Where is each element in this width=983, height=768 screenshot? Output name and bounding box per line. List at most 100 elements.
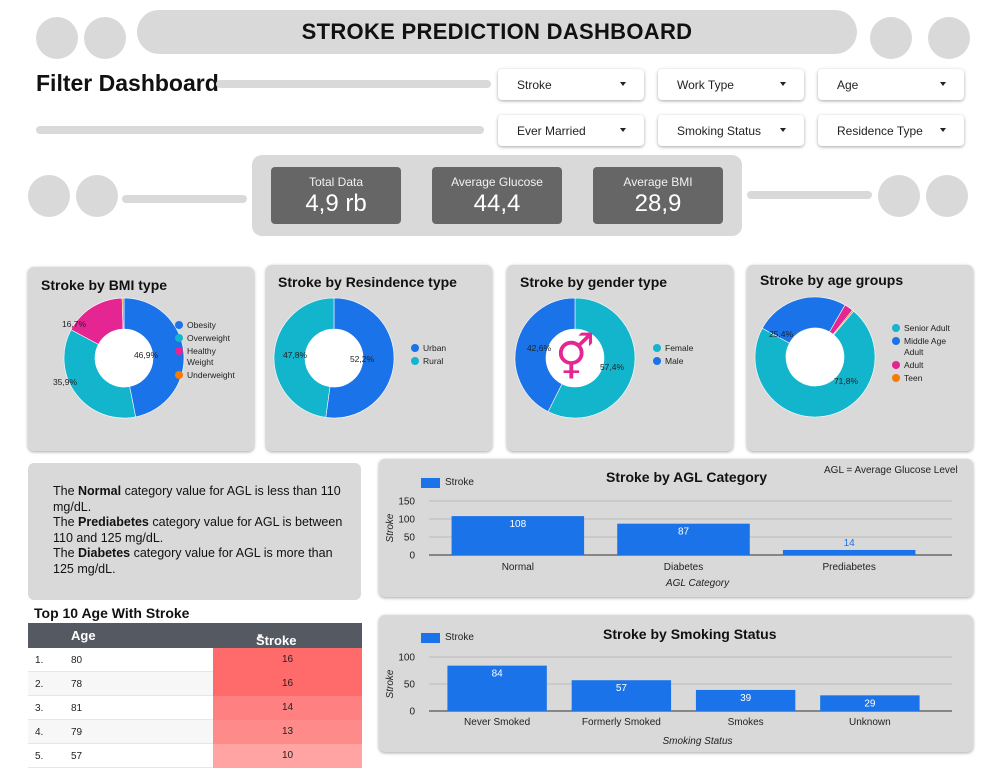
agl-info-text: The Normal category value for AGL is les… xyxy=(53,484,343,577)
bar-value-label: 84 xyxy=(492,669,504,680)
chart-note: AGL = Average Glucose Level xyxy=(824,465,958,476)
legend-label: Underweight xyxy=(187,370,235,380)
legend-label: Middle Age xyxy=(904,336,946,346)
bar-value-label: 29 xyxy=(864,698,876,709)
legend-dot xyxy=(892,361,900,369)
decor-line xyxy=(36,126,484,134)
bar[interactable] xyxy=(820,695,920,711)
caret-down-icon xyxy=(940,128,946,132)
legend-dot xyxy=(175,347,183,355)
agl-note-line: The Diabetes category value for AGL is m… xyxy=(53,546,333,576)
table-row[interactable]: 2. 78 16 xyxy=(28,672,362,696)
y-tick-label: 100 xyxy=(398,515,415,526)
kpi-average-bmi: Average BMI 28,9 xyxy=(593,167,723,224)
dashboard-title: STROKE PREDICTION DASHBOARD xyxy=(137,10,857,54)
decor-circle xyxy=(870,17,912,59)
donut-hole xyxy=(305,329,363,387)
row-stroke: 14 xyxy=(213,696,362,720)
bar-value-label: 87 xyxy=(678,527,690,538)
donut-slice[interactable] xyxy=(754,310,876,418)
smoking-status-filter-dropdown[interactable]: Smoking Status xyxy=(658,115,804,146)
legend-label: Stroke xyxy=(445,632,474,643)
caret-down-icon xyxy=(780,128,786,132)
legend-label: Rural xyxy=(423,356,443,366)
x-tick-label: Normal xyxy=(502,562,534,573)
row-stroke: 13 xyxy=(213,720,362,744)
decor-circle xyxy=(878,175,920,217)
bar[interactable] xyxy=(617,523,750,555)
row-stroke: 16 xyxy=(213,672,362,696)
donut-hole xyxy=(786,328,844,386)
legend-label: Urban xyxy=(423,343,446,353)
donut-slice[interactable] xyxy=(63,329,136,419)
kpi-total-data: Total Data 4,9 rb xyxy=(271,167,401,224)
chart-legend: Stroke xyxy=(421,477,474,488)
table-row[interactable]: 1. 80 16 xyxy=(28,648,362,672)
dropdown-label: Residence Type xyxy=(837,123,923,138)
chart-title: Stroke by Resindence type xyxy=(278,274,457,290)
table-row[interactable]: 3. 81 14 xyxy=(28,696,362,720)
bar-value-label: 57 xyxy=(616,683,628,694)
column-header-age[interactable]: Age xyxy=(71,628,96,643)
table-title: Top 10 Age With Stroke xyxy=(34,605,190,621)
decor-circle xyxy=(28,175,70,217)
x-tick-label: Smokes xyxy=(728,717,764,728)
bar[interactable] xyxy=(447,665,547,711)
dropdown-label: Smoking Status xyxy=(677,123,762,138)
bar[interactable] xyxy=(571,680,672,711)
legend-dot xyxy=(892,324,900,332)
row-age: 80 xyxy=(71,655,83,666)
bar[interactable] xyxy=(451,516,585,555)
row-rank: 5. xyxy=(35,751,44,762)
table-row[interactable]: 4. 79 13 xyxy=(28,720,362,744)
legend-dot xyxy=(175,334,183,342)
legend-label: Overweight xyxy=(187,333,231,343)
age-filter-dropdown[interactable]: Age xyxy=(818,69,964,100)
stroke-filter-dropdown[interactable]: Stroke xyxy=(498,69,644,100)
column-header-stroke[interactable]: Stroke ▼ xyxy=(256,632,297,648)
legend-label: Female xyxy=(665,343,694,353)
donut-slice[interactable] xyxy=(123,297,185,418)
dropdown-label: Work Type xyxy=(677,77,734,92)
residence-type-filter-dropdown[interactable]: Residence Type xyxy=(818,115,964,146)
dropdown-label: Ever Married xyxy=(517,123,586,138)
top-age-table: Age Stroke ▼ 1. 80 16 2. 78 16 3. 81 14 4. 79 13 5. 5… xyxy=(28,623,362,768)
ever-married-filter-dropdown[interactable]: Ever Married xyxy=(498,115,644,146)
gender-type-chart-card: Stroke by gender type ⚥ 57,4% 42,6% Female M… xyxy=(507,265,733,451)
decor-circle xyxy=(84,17,126,59)
gender-symbol-icon: ⚥ xyxy=(555,332,595,383)
y-tick-label: 100 xyxy=(398,653,415,664)
row-rank: 1. xyxy=(35,655,44,666)
decor-circle xyxy=(926,175,968,217)
kpi-value: 44,4 xyxy=(473,190,521,217)
agl-note-line: The Prediabetes category value for AGL i… xyxy=(53,515,343,545)
work-type-filter-dropdown[interactable]: Work Type xyxy=(658,69,804,100)
legend-label: Senior Adult xyxy=(904,323,950,333)
chart-legend: Stroke xyxy=(421,632,474,643)
table-row[interactable]: 5. 57 10 xyxy=(28,744,362,768)
chart-title: Stroke by Smoking Status xyxy=(603,626,777,642)
y-axis-title: Stroke xyxy=(385,669,396,698)
chart-title: Stroke by BMI type xyxy=(41,277,168,293)
row-age: 81 xyxy=(71,703,83,714)
x-tick-label: Prediabetes xyxy=(822,562,875,573)
chart-title: Stroke by age groups xyxy=(760,272,904,288)
legend-swatch xyxy=(421,632,440,643)
kpi-label: Average Glucose xyxy=(451,175,543,189)
slice-value-label: 42,6% xyxy=(527,343,552,353)
slice-value-label: 57,4% xyxy=(600,362,625,372)
decor-circle xyxy=(76,175,118,217)
legend-label: Stroke xyxy=(445,477,474,488)
slice-value-label: 25,4% xyxy=(769,329,794,339)
bar[interactable] xyxy=(695,689,796,711)
chart-title: Stroke by AGL Category xyxy=(606,469,768,485)
legend-swatch xyxy=(421,477,440,488)
x-tick-label: Formerly Smoked xyxy=(582,717,661,728)
decor-line xyxy=(747,191,872,199)
y-tick-label: 0 xyxy=(409,551,415,562)
bar[interactable] xyxy=(782,549,916,555)
filter-dashboard-title: Filter Dashboard xyxy=(36,70,219,96)
legend-dot xyxy=(892,337,900,345)
